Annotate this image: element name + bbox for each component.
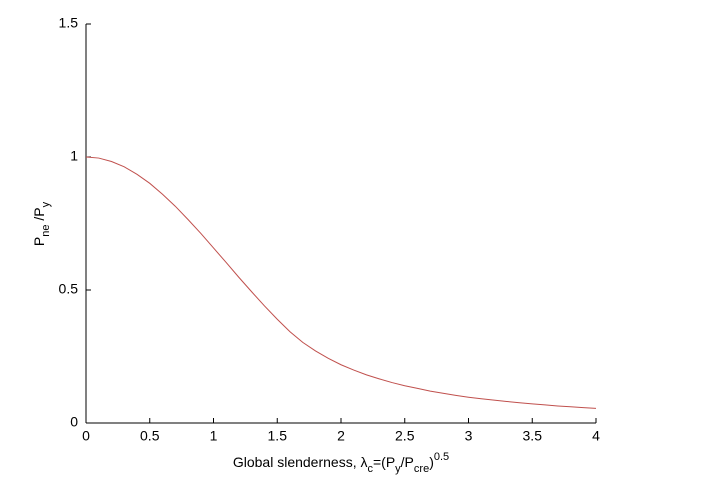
x-tick-label: 3 xyxy=(465,428,473,444)
label-part: 0.5 xyxy=(434,451,449,463)
y-tick-label: 0 xyxy=(70,414,78,430)
x-tick-label: 1 xyxy=(210,428,218,444)
label-part: c xyxy=(367,463,373,475)
label-part: P xyxy=(31,237,47,246)
label-part: ne xyxy=(40,225,52,237)
y-axis-label: Pne /Py xyxy=(31,201,52,246)
x-tick-label: 0 xyxy=(82,428,90,444)
label-part: /P xyxy=(401,454,414,470)
data-line xyxy=(85,156,597,409)
x-tick-label: 4 xyxy=(592,428,600,444)
x-tick-label: 2.5 xyxy=(395,428,415,444)
x-tick-label: 0.5 xyxy=(140,428,160,444)
label-part: y xyxy=(40,201,52,207)
y-tick-label: 1 xyxy=(70,148,78,164)
label-part: y xyxy=(395,463,401,475)
label-part: cre xyxy=(414,463,429,475)
y-tick-label: 1.5 xyxy=(59,15,79,31)
y-tick-label: 0.5 xyxy=(59,281,79,297)
label-part: ) xyxy=(429,454,434,470)
x-tick-label: 2 xyxy=(337,428,345,444)
x-tick-label: 3.5 xyxy=(523,428,543,444)
x-axis-label: Global slenderness, λc=(Py/Pcre)0.5 xyxy=(233,451,449,475)
x-tick-label: 1.5 xyxy=(268,428,288,444)
label-part: /P xyxy=(31,207,47,224)
label-part: Global slenderness, λ xyxy=(233,454,368,470)
label-part: =(P xyxy=(373,454,395,470)
